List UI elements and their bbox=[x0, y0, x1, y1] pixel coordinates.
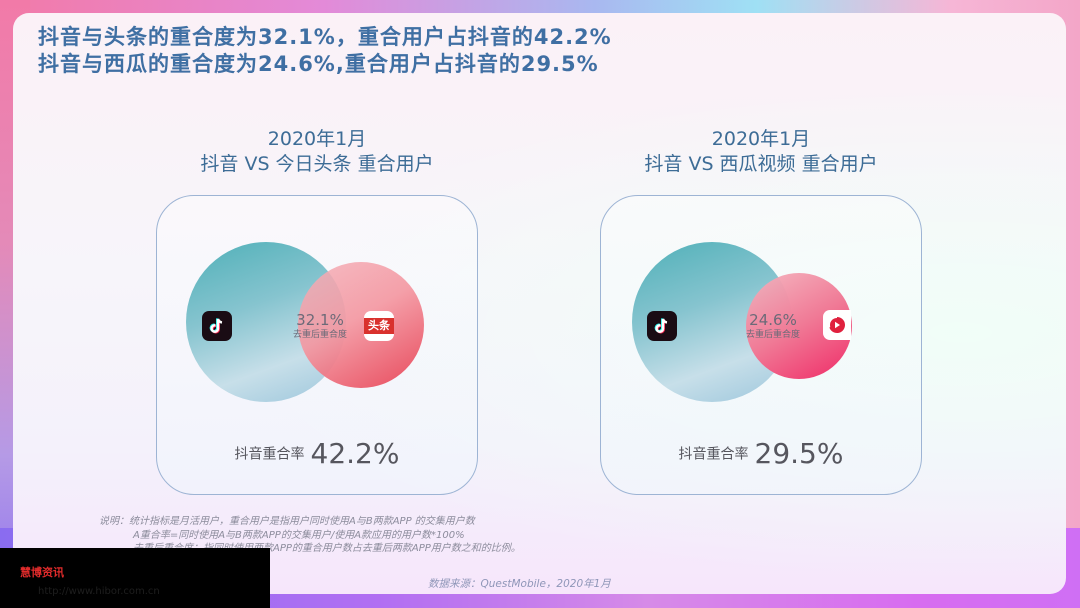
footnote-3: 去重后重合度：指同时使用两款APP的重合用户数占去重后两款APP用户数之和的比例… bbox=[133, 543, 521, 554]
panel-2-date: 2020年1月 bbox=[711, 128, 811, 150]
panel-2-heading: 抖音 VS 西瓜视频 重合用户 bbox=[644, 153, 878, 175]
watermark-url: http://www.hibor.com.cn bbox=[38, 586, 160, 597]
headline-line-2: 抖音与西瓜的重合度为24.6%,重合用户占抖音的29.5% bbox=[38, 52, 599, 76]
headline-line-1: 抖音与头条的重合度为32.1%，重合用户占抖音的42.2% bbox=[38, 25, 612, 49]
panel-1-overlap-label: 32.1% 去重后重合度 bbox=[280, 312, 360, 341]
panel-2-rate-value: 29.5% bbox=[754, 437, 844, 470]
panel-1-overlap-percent: 32.1% bbox=[296, 311, 344, 329]
tiktok-note-icon bbox=[654, 318, 668, 334]
toutiao-app-icon: 头条 bbox=[364, 311, 394, 341]
panel-1-rate-value: 42.2% bbox=[310, 437, 400, 470]
headline: 抖音与头条的重合度为32.1%，重合用户占抖音的42.2% 抖音与西瓜的重合度为… bbox=[38, 24, 612, 78]
toutiao-circle bbox=[298, 262, 424, 388]
watermark-brand: 慧博资讯 bbox=[20, 566, 64, 579]
footnote-1: 说明：统计指标是月活用户，重合用户是指用户同时使用A与B两款APP 的交集用户数 bbox=[99, 516, 475, 527]
data-source: 数据来源：QuestMobile，2020年1月 bbox=[428, 578, 611, 590]
douyin-app-icon bbox=[202, 311, 232, 341]
toutiao-logo-text: 头条 bbox=[364, 318, 394, 334]
xigua-play-icon bbox=[829, 317, 845, 333]
panel-2-overlap-label: 24.6% 去重后重合度 bbox=[733, 312, 813, 341]
footnotes: 说明：统计指标是月活用户，重合用户是指用户同时使用A与B两款APP 的交集用户数… bbox=[99, 515, 521, 556]
panel-1-rate-label: 抖音重合率 bbox=[234, 446, 305, 463]
panel-2-rate: 抖音重合率 29.5% bbox=[600, 437, 922, 470]
panel-2-title: 2020年1月 抖音 VS 西瓜视频 重合用户 bbox=[596, 127, 926, 177]
panel-1-overlap-caption: 去重后重合度 bbox=[292, 330, 347, 340]
panel-2-overlap-percent: 24.6% bbox=[749, 311, 797, 329]
douyin-app-icon bbox=[647, 311, 677, 341]
panel-1-rate: 抖音重合率 42.2% bbox=[156, 437, 478, 470]
watermark-overlay: 慧博资讯 http://www.hibor.com.cn bbox=[0, 548, 270, 608]
xigua-app-icon bbox=[823, 310, 851, 340]
panel-1-date: 2020年1月 bbox=[267, 128, 367, 150]
panel-2-rate-label: 抖音重合率 bbox=[678, 446, 749, 463]
panel-1-title: 2020年1月 抖音 VS 今日头条 重合用户 bbox=[152, 127, 482, 177]
footnote-2: A重合率=同时使用A与B两款APP的交集用户/使用A款应用的用户数*100% bbox=[133, 529, 465, 541]
panel-2-overlap-caption: 去重后重合度 bbox=[745, 330, 800, 340]
panel-1-heading: 抖音 VS 今日头条 重合用户 bbox=[200, 153, 434, 175]
tiktok-note-icon bbox=[209, 318, 223, 334]
